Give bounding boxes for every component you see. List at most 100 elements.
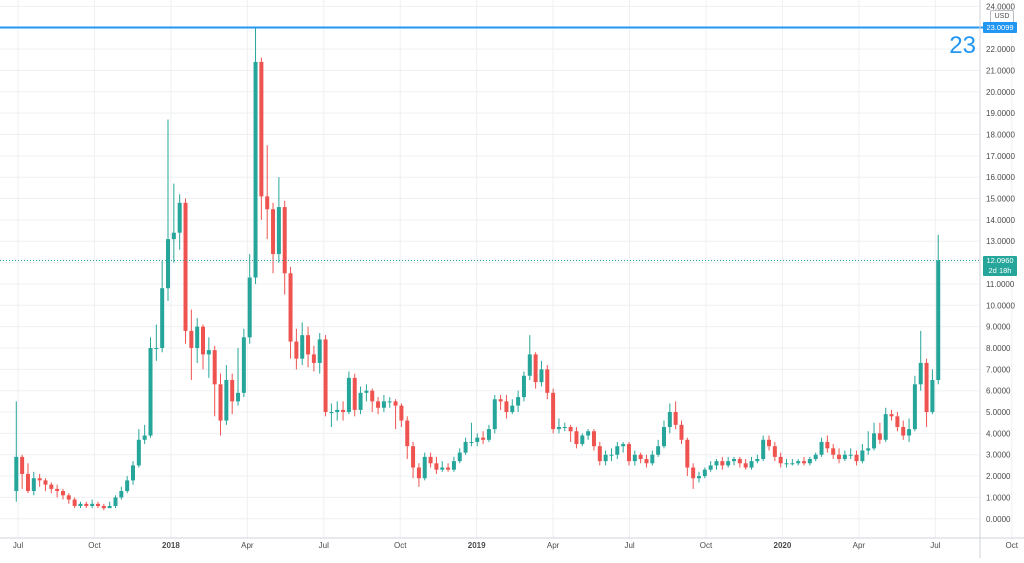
x-tick-label: Oct	[1006, 541, 1019, 550]
candle-body	[411, 446, 416, 468]
candle-body	[259, 61, 264, 197]
candle-body	[650, 454, 655, 464]
candle-body	[66, 495, 71, 500]
candle-body	[346, 377, 351, 413]
candle-body	[907, 429, 912, 436]
candle-body	[113, 497, 118, 506]
candle-body	[492, 399, 497, 430]
candle-body	[848, 454, 853, 456]
last-price-tag: 12.0960 2d 18h	[983, 255, 1017, 276]
candle-body	[434, 463, 439, 470]
candle-body	[475, 437, 480, 442]
candle-body	[504, 401, 509, 413]
y-tick-label: 7.0000	[986, 365, 1011, 374]
candle-body	[516, 397, 521, 406]
candle-body	[206, 350, 211, 355]
candle-body	[131, 465, 135, 481]
candle-body	[31, 478, 36, 492]
candle-body	[807, 459, 812, 464]
candle-body	[335, 409, 340, 413]
candle-body	[72, 499, 77, 506]
candle-body	[265, 196, 270, 210]
candle-body	[177, 202, 182, 233]
candle-body	[300, 335, 305, 359]
candle-body	[626, 444, 631, 462]
candle-body	[638, 454, 643, 460]
candle-body	[37, 478, 42, 481]
candle-body	[416, 467, 421, 479]
candle-body	[866, 448, 871, 451]
candle-body	[912, 384, 917, 430]
candle-body	[533, 354, 538, 383]
candle-body	[667, 412, 672, 427]
y-tick-label: 6.0000	[986, 387, 1011, 396]
candle-body	[644, 459, 649, 464]
candle-body	[691, 467, 696, 479]
candle-body	[311, 354, 316, 363]
y-tick-label: 4.0000	[986, 429, 1011, 438]
candle-body	[306, 335, 311, 355]
candle-body	[376, 401, 381, 408]
candle-body	[527, 354, 532, 376]
candle-body	[463, 441, 468, 453]
y-tick-label: 9.0000	[986, 323, 1011, 332]
y-tick-label: 15.0000	[986, 195, 1015, 204]
candle-body	[708, 465, 713, 470]
candle-body	[393, 401, 398, 406]
candle-body	[154, 347, 159, 349]
candle-body	[341, 409, 346, 413]
y-tick-label: 3.0000	[986, 451, 1011, 460]
y-tick-label: 16.0000	[986, 173, 1015, 182]
candle-body	[778, 456, 783, 464]
candle-body	[148, 347, 153, 436]
candle-body	[749, 461, 754, 468]
candle-body	[562, 426, 567, 428]
candle-body	[358, 392, 363, 410]
candle-body	[796, 461, 801, 464]
y-tick-label: 2.0000	[986, 472, 1011, 481]
candle-body	[125, 480, 130, 492]
candle-body	[603, 454, 608, 462]
candle-body	[387, 401, 392, 403]
candle-body	[521, 375, 526, 398]
candle-body	[189, 330, 194, 348]
candle-body	[726, 461, 731, 466]
candle-body	[247, 277, 252, 338]
candle-body	[615, 446, 620, 455]
x-tick-label: Jul	[930, 541, 940, 550]
candle-body	[317, 339, 322, 363]
x-tick-label: Jul	[624, 541, 634, 550]
candle-body	[696, 476, 701, 479]
candle-body	[930, 380, 935, 413]
y-tick-label: 24.0000	[986, 2, 1015, 11]
candle-body	[224, 380, 229, 421]
candle-body	[842, 454, 847, 460]
candle-body	[107, 505, 112, 509]
candle-body	[446, 467, 451, 470]
candle-body	[597, 446, 602, 462]
candle-body	[661, 426, 666, 447]
candle-body	[755, 459, 760, 462]
candle-body	[539, 369, 544, 383]
y-tick-label: 8.0000	[986, 344, 1011, 353]
candle-body	[84, 503, 89, 506]
candle-body	[101, 505, 106, 509]
candle-body	[621, 444, 626, 447]
candle-body	[895, 416, 900, 427]
candle-body	[241, 337, 246, 393]
y-tick-label: 18.0000	[986, 131, 1015, 140]
candle-body	[136, 439, 141, 466]
candle-body	[55, 488, 60, 492]
candle-body	[288, 273, 293, 342]
candle-body	[673, 412, 678, 425]
y-tick-label: 0.0000	[986, 515, 1011, 524]
candles	[14, 27, 941, 511]
candle-body	[119, 491, 124, 498]
candle-body	[784, 463, 789, 465]
candle-body	[428, 456, 433, 464]
candle-body	[60, 491, 65, 496]
candle-body	[90, 503, 95, 506]
